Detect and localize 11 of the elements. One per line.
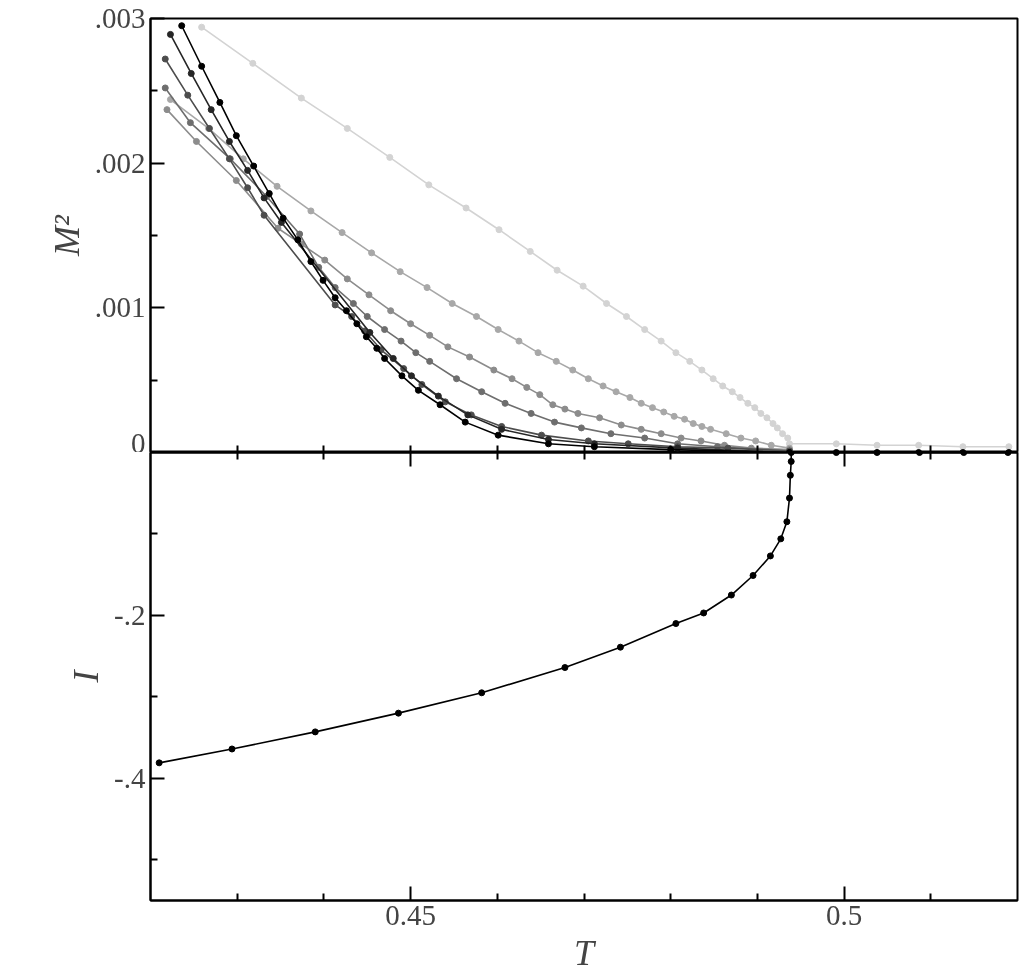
y-tick-label: -.2 (114, 598, 146, 631)
y-tick-label: .003 (94, 2, 146, 34)
y-tick-label: .001 (94, 291, 146, 324)
y-axis-title: M² (46, 213, 87, 257)
y-tick-label: 0 (131, 426, 146, 459)
y-tick-label: -.4 (114, 761, 146, 794)
y-axis-title: I (66, 668, 107, 684)
y-tick-label: .002 (94, 146, 146, 179)
x-axis-title: T (573, 932, 597, 973)
x-tick-label: 0.45 (385, 898, 436, 931)
x-tick-label: 0.5 (825, 898, 863, 931)
